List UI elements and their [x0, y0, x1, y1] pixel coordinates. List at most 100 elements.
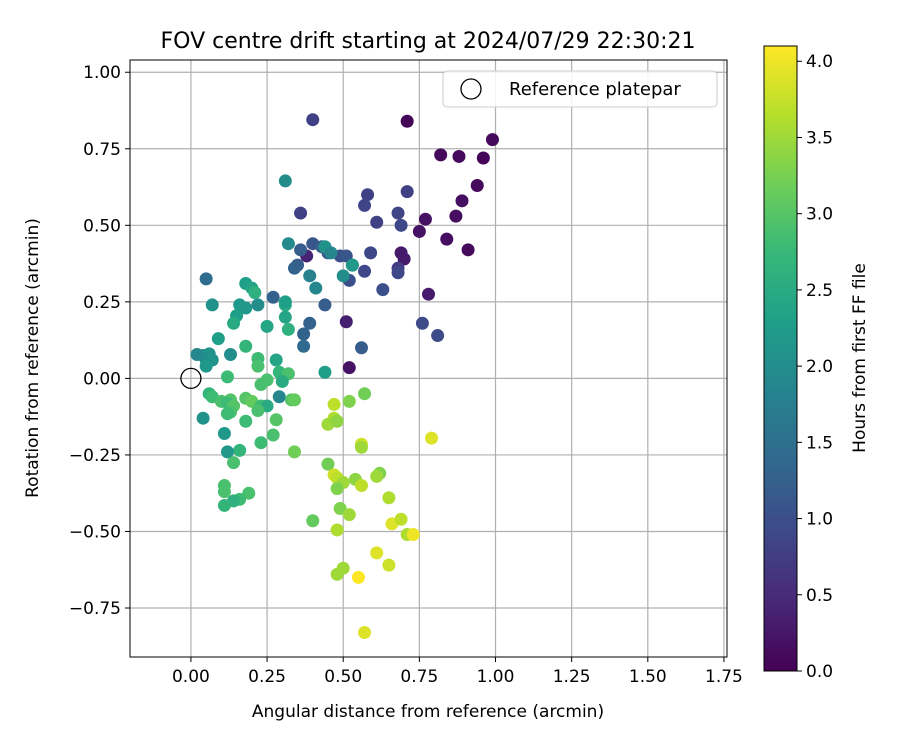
data-point [422, 287, 435, 301]
data-point [233, 443, 247, 457]
data-point [251, 298, 265, 312]
data-point [251, 404, 265, 418]
data-point [254, 378, 268, 392]
data-point [260, 319, 274, 333]
data-point [217, 485, 231, 499]
y-tick-label: −0.50 [69, 522, 121, 542]
data-point [370, 546, 384, 560]
data-point [266, 428, 280, 442]
data-point [342, 361, 356, 375]
data-point [278, 174, 292, 188]
data-point [297, 327, 311, 341]
data-point [275, 374, 289, 388]
y-tick-label: 0.50 [83, 216, 121, 236]
data-point [330, 414, 344, 428]
data-point [242, 486, 256, 500]
data-point [339, 315, 353, 329]
data-point [220, 445, 234, 459]
y-tick-label: −0.25 [69, 446, 121, 466]
colorbar-tick-label: 2.5 [806, 281, 833, 301]
x-tick-label: 0.50 [324, 667, 362, 687]
x-tick-label: 0.25 [248, 667, 286, 687]
data-point [327, 397, 341, 411]
y-tick-label: −0.75 [69, 599, 121, 619]
data-point [370, 469, 384, 483]
x-tick-label: 0.75 [400, 667, 438, 687]
x-tick-label: 1.00 [477, 667, 515, 687]
data-point [199, 359, 213, 373]
data-point [431, 329, 445, 343]
data-point [342, 394, 356, 408]
x-tick-label: 1.75 [705, 667, 743, 687]
data-point [358, 264, 372, 278]
data-point [358, 626, 372, 640]
data-point [227, 456, 241, 470]
data-point [217, 427, 231, 441]
data-point [281, 237, 295, 251]
data-point [412, 224, 426, 238]
data-point [370, 215, 384, 229]
colorbar-ticks: 0.0 0.5 1.0 1.5 2.0 2.5 3.0 3.5 4.0 [797, 52, 833, 682]
data-point [224, 348, 238, 362]
data-point [364, 246, 378, 260]
data-point [321, 457, 335, 471]
data-point [248, 286, 262, 300]
data-point [266, 290, 280, 304]
data-point [306, 514, 320, 528]
legend-box [442, 70, 718, 108]
x-tick-label: 1.25 [553, 667, 591, 687]
data-point [391, 206, 405, 220]
data-point [361, 188, 375, 202]
data-point [287, 393, 301, 407]
data-point [339, 249, 353, 263]
y-axis-label: Rotation from reference (arcmin) [23, 218, 43, 498]
y-axis-ticks: −0.75 −0.50 −0.25 0.00 0.25 0.50 0.75 1.00 [69, 63, 130, 619]
y-tick-label: 0.00 [83, 369, 121, 389]
data-point [278, 295, 292, 309]
data-point [485, 133, 499, 147]
data-point [199, 272, 213, 286]
data-point [297, 339, 311, 353]
data-point [354, 479, 368, 493]
data-point [220, 370, 234, 384]
data-point [400, 185, 414, 199]
x-tick-label: 1.50 [629, 667, 667, 687]
x-axis-ticks: 0.00 0.25 0.50 0.75 1.00 1.25 1.50 1.75 [172, 657, 743, 687]
colorbar-tick-label: 2.0 [806, 357, 833, 377]
data-point [239, 414, 253, 428]
data-point [227, 316, 241, 330]
data-point [470, 179, 484, 193]
data-point [394, 218, 408, 232]
data-point [254, 436, 268, 450]
data-point [287, 261, 301, 275]
colorbar-tick-label: 0.5 [806, 586, 833, 606]
data-point [351, 570, 365, 584]
data-point [272, 390, 286, 404]
data-point [376, 283, 390, 297]
colorbar-tick-label: 1.5 [806, 433, 833, 453]
data-point [358, 387, 372, 401]
reference-platepar-marker [180, 367, 202, 390]
data-point [382, 558, 396, 572]
data-point [394, 512, 408, 526]
data-point [269, 353, 283, 367]
data-point [476, 151, 490, 165]
chart-title: FOV centre drift starting at 2024/07/29 … [161, 29, 696, 54]
data-point [269, 413, 283, 427]
legend: Reference platepar [442, 70, 718, 108]
data-point [449, 209, 463, 223]
data-point [303, 316, 317, 330]
data-point [418, 212, 432, 226]
reference-marker-group [180, 367, 202, 390]
data-point [336, 269, 350, 283]
scatter-points [190, 113, 499, 640]
data-point [324, 246, 338, 260]
data-point [239, 301, 253, 315]
legend-reference-marker [460, 78, 482, 100]
data-point [382, 491, 396, 505]
data-point [303, 269, 317, 283]
data-point [306, 113, 320, 127]
colorbar-label: Hours from first FF file [850, 263, 870, 453]
